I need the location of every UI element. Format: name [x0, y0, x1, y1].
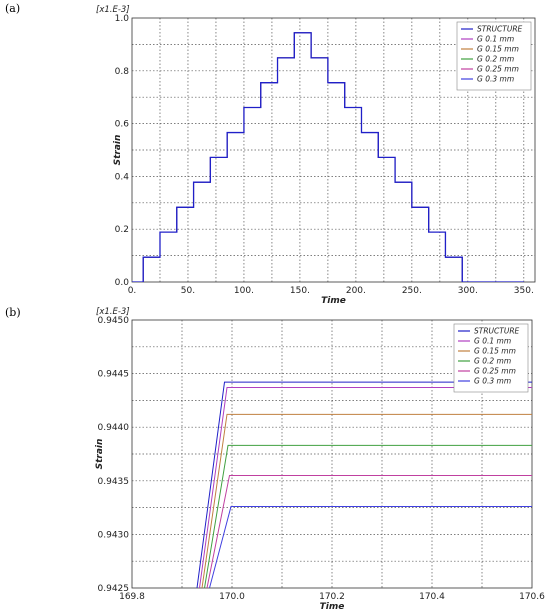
legend-label: G 0.3 mm — [474, 377, 511, 386]
series-line-g-0-25-mm — [206, 474, 532, 588]
chart-a: 0. 50. 100. 150. 200. 250. 300. 350. 0.0 0.2 0.4 0.… — [96, 5, 536, 306]
plot-frame — [131, 319, 533, 589]
legend-label: G 0.15 mm — [474, 347, 516, 356]
legend-label: G 0.2 mm — [474, 357, 511, 366]
plot-frame — [131, 17, 536, 283]
panel-label-a: (a) — [5, 2, 21, 15]
y-tick-label: 0.9445 — [98, 370, 130, 380]
panel-label-b: (b) — [5, 306, 21, 319]
series-line-g-0-3-mm — [209, 506, 532, 588]
series-line-g-0-15-mm — [201, 413, 532, 588]
x-tick-label: 0. — [128, 286, 137, 296]
gridlines — [132, 320, 532, 588]
chart-b: 169.8 170.0 170.2 170.4 170.6 0.9425 0.9430 0.9… — [95, 307, 545, 610]
x-tick-label: 170.4 — [419, 592, 445, 602]
y-tick-label: 1.0 — [115, 14, 130, 24]
x-tick-label: 50. — [181, 286, 195, 296]
y-tick-label: 0.8 — [115, 67, 130, 77]
x-tick-label: 100. — [234, 286, 254, 296]
series-lines — [196, 381, 532, 588]
x-tick-label: 150. — [290, 286, 310, 296]
legend-label: G 0.3 mm — [477, 75, 514, 84]
y-axis-title: Strain — [113, 135, 123, 166]
y-tick-label: 0.9440 — [98, 423, 130, 433]
x-axis-title: Time — [320, 602, 345, 610]
x-tick-label: 350. — [514, 286, 534, 296]
gridlines — [132, 18, 535, 282]
x-axis-title: Time — [321, 296, 346, 306]
legend-label: G 0.15 mm — [477, 45, 519, 54]
x-tick-label: 250. — [402, 286, 422, 296]
legend-label: G 0.1 mm — [477, 35, 514, 44]
legend-box — [453, 323, 529, 393]
legend-label: G 0.25 mm — [477, 65, 519, 74]
x-tick-label: 300. — [458, 286, 478, 296]
series-line-g-0-1-mm — [199, 387, 532, 588]
y-axis-title: Strain — [95, 439, 105, 470]
scale-note: [x1.E-3] — [96, 5, 130, 15]
y-tick-label: 0.9450 — [98, 316, 130, 326]
legend-label: G 0.1 mm — [474, 337, 511, 346]
x-tick-label: 200. — [346, 286, 366, 296]
x-tick-label: 170.0 — [219, 592, 245, 602]
y-tick-label: 0.9435 — [98, 477, 130, 487]
legend-label: STRUCTURE — [474, 327, 520, 336]
legend-label: G 0.2 mm — [477, 55, 514, 64]
y-tick-label: 0.2 — [115, 225, 129, 235]
series-line-structure — [196, 381, 532, 588]
series-line-structure — [132, 32, 524, 282]
y-tick-label: 0.6 — [115, 120, 130, 130]
series-lines — [132, 32, 524, 282]
scale-note: [x1.E-3] — [96, 307, 130, 317]
y-tick-label: 0.0 — [115, 278, 130, 288]
x-tick-label: 169.8 — [119, 592, 145, 602]
y-tick-label: 0.9430 — [98, 530, 130, 540]
x-tick-label: 170.6 — [519, 592, 545, 602]
y-tick-label: 0.9425 — [98, 584, 130, 594]
legend-label: G 0.25 mm — [474, 367, 516, 376]
legend-label: STRUCTURE — [477, 25, 523, 34]
series-line-g-0-2-mm — [204, 444, 532, 588]
y-tick-label: 0.4 — [115, 172, 130, 182]
x-tick-label: 170.2 — [319, 592, 345, 602]
